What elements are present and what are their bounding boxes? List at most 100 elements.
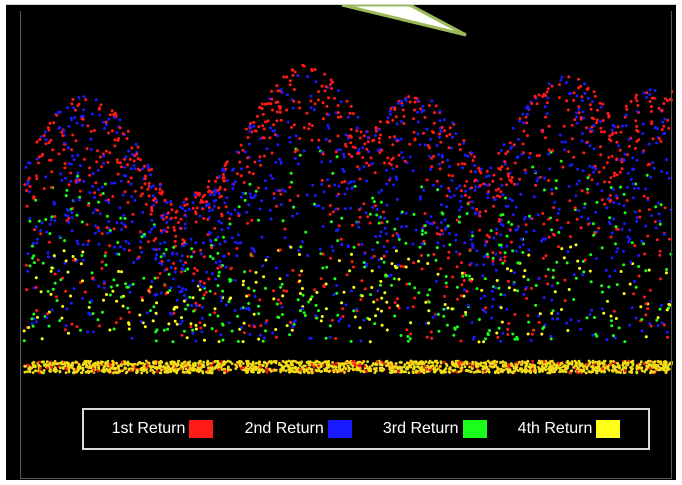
lidar-point [501, 261, 505, 265]
lidar-point [412, 261, 416, 265]
lidar-point [462, 279, 466, 282]
lidar-point [498, 167, 502, 171]
lidar-point [252, 362, 255, 366]
lidar-point [260, 235, 264, 239]
lidar-point [349, 339, 353, 343]
lidar-point [103, 368, 107, 372]
lidar-point [229, 266, 233, 270]
lidar-point [337, 184, 341, 188]
lidar-point [590, 125, 594, 129]
lidar-point [154, 256, 158, 260]
lidar-point [597, 361, 601, 365]
lidar-point [438, 132, 441, 136]
lidar-point [394, 362, 398, 365]
lidar-point [203, 323, 207, 327]
lidar-point [141, 210, 145, 214]
lidar-point [438, 364, 442, 368]
lidar-point [127, 149, 131, 153]
lidar-point [635, 158, 639, 162]
lidar-point [634, 316, 638, 320]
lidar-point [322, 190, 326, 194]
lidar-point [310, 369, 313, 372]
lidar-point [34, 198, 38, 202]
lidar-point [100, 185, 104, 189]
lidar-point [454, 233, 458, 237]
lidar-point [180, 287, 184, 290]
lidar-point [491, 179, 495, 183]
lidar-point [337, 224, 341, 228]
lidar-point [646, 360, 649, 364]
lidar-point [613, 368, 617, 372]
lidar-point [506, 172, 510, 176]
lidar-point [35, 309, 39, 312]
lidar-point [60, 130, 64, 134]
lidar-point [628, 237, 632, 241]
lidar-point [223, 188, 227, 192]
lidar-point [142, 276, 146, 280]
lidar-point [494, 188, 498, 192]
lidar-point [448, 132, 452, 136]
lidar-point [159, 255, 163, 259]
lidar-point [262, 136, 266, 140]
lidar-point [436, 188, 440, 192]
lidar-point [532, 328, 536, 332]
lidar-point [421, 104, 425, 108]
lidar-point [62, 148, 66, 152]
lidar-point [143, 174, 147, 178]
lidar-point [224, 303, 228, 307]
lidar-point [436, 241, 440, 245]
lidar-point [455, 285, 459, 289]
lidar-point [590, 178, 594, 182]
lidar-point [34, 276, 38, 280]
lidar-point [152, 198, 156, 202]
lidar-point [594, 257, 598, 261]
lidar-point [278, 277, 282, 281]
lidar-point [215, 363, 219, 367]
lidar-point [589, 130, 593, 134]
lidar-point [268, 97, 271, 101]
lidar-point [296, 194, 300, 198]
lidar-point [458, 252, 462, 256]
lidar-point [417, 291, 421, 295]
lidar-point [143, 164, 146, 168]
lidar-point [57, 269, 61, 273]
lidar-point [345, 362, 348, 366]
lidar-point [424, 364, 427, 368]
lidar-point [469, 370, 473, 374]
lidar-point [531, 363, 535, 367]
lidar-point [248, 142, 251, 146]
lidar-point [592, 147, 596, 151]
lidar-point [126, 360, 130, 364]
lidar-point [349, 127, 353, 131]
lidar-point [127, 180, 130, 184]
lidar-point [150, 227, 153, 231]
lidar-point [568, 164, 572, 168]
lidar-point [400, 225, 404, 229]
lidar-point [123, 362, 127, 366]
lidar-point [586, 176, 590, 180]
lidar-point [114, 366, 118, 370]
lidar-point [182, 329, 186, 333]
lidar-point [533, 367, 537, 371]
lidar-point [284, 361, 288, 365]
lidar-point [611, 188, 615, 192]
lidar-point [482, 182, 485, 186]
lidar-point [419, 107, 423, 111]
legend-swatch-red [189, 420, 214, 438]
lidar-point [569, 245, 573, 249]
lidar-point [165, 230, 169, 234]
lidar-point [299, 245, 303, 249]
lidar-point [161, 190, 164, 194]
lidar-point [228, 222, 232, 226]
lidar-point [563, 278, 567, 282]
lidar-point [515, 361, 519, 365]
lidar-point [427, 361, 431, 365]
lidar-point [106, 198, 110, 202]
lidar-point [129, 167, 133, 171]
lidar-point [159, 291, 163, 295]
lidar-point [544, 115, 548, 119]
lidar-point [594, 360, 597, 364]
lidar-point [503, 255, 507, 259]
lidar-point [471, 364, 475, 368]
lidar-point [309, 94, 313, 98]
